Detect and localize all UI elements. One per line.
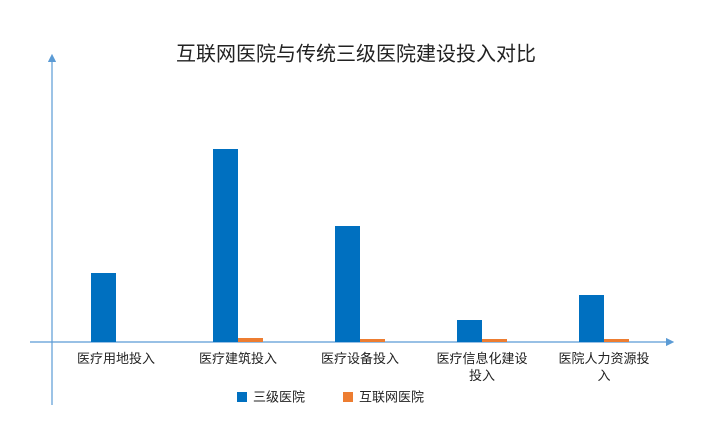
bar — [457, 320, 482, 342]
x-tick-label: 医疗建筑投入 — [198, 352, 277, 367]
bar — [482, 339, 507, 342]
bar — [579, 295, 604, 342]
x-tick-label: 医疗设备投入 — [320, 352, 399, 367]
legend-swatch — [343, 392, 353, 402]
legend-label: 互联网医院 — [359, 391, 424, 406]
x-tick-label: 医疗用地投入 — [76, 352, 155, 367]
x-tick-label: 医疗信息化建设投入 — [436, 352, 528, 384]
chart-title: 互联网医院与传统三级医院建设投入对比 — [176, 42, 536, 66]
legend-label: 三级医院 — [253, 391, 305, 406]
bar — [91, 273, 116, 342]
x-tick-label: 医院人力资源投入 — [558, 352, 650, 384]
bar — [335, 226, 360, 342]
bar — [213, 149, 238, 342]
bar — [604, 339, 629, 342]
bar — [238, 338, 263, 342]
legend-swatch — [237, 392, 247, 402]
bar — [360, 339, 385, 342]
